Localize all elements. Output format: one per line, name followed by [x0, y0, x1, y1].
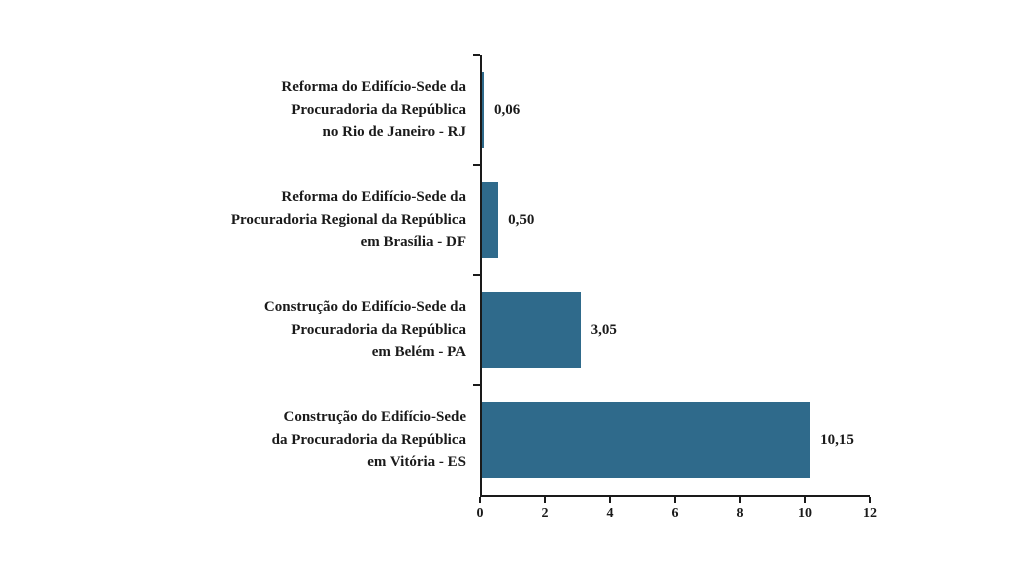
x-tick-label: 8 — [736, 506, 744, 521]
chart-rows: Reforma do Edifício-Sede da Procuradoria … — [210, 54, 870, 495]
bar-track: 3,05 — [473, 274, 870, 385]
bar — [482, 72, 484, 148]
x-axis-tick — [674, 497, 676, 503]
category-label: Construção do Edifício-Sede da Procurador… — [263, 299, 466, 361]
x-tick-label: 6 — [671, 506, 679, 521]
value-label: 0,06 — [493, 101, 521, 118]
y-axis-tick — [473, 384, 480, 386]
chart-row: Construção do Edifício-Sede da Procurador… — [210, 274, 870, 385]
x-axis-tick — [738, 497, 741, 503]
bar — [482, 182, 499, 258]
bar-chart: Reforma do Edifício-Sede da Procuradoria … — [210, 54, 877, 525]
x-tick-label: 12 — [863, 506, 877, 521]
bar-track: 0,50 — [473, 164, 870, 275]
x-tick-label: 0 — [476, 506, 484, 521]
x-tick-label: 2 — [541, 506, 549, 521]
bar — [482, 292, 581, 368]
y-axis-tick — [473, 274, 480, 276]
y-axis-tick — [473, 164, 480, 166]
category-label: Reforma do Edifício-Sede da Procuradoria … — [230, 189, 466, 251]
bar-track: 0,06 — [473, 54, 870, 165]
x-axis-tick — [608, 497, 611, 503]
category-label: Construção do Edifício-Sede da Procurador… — [271, 409, 466, 471]
x-axis-tick — [804, 497, 806, 503]
bar-track: 10,15 — [473, 384, 870, 495]
x-axis: 0 2 4 6 8 10 12 — [476, 495, 877, 525]
chart-row: Reforma do Edifício-Sede da Procuradoria … — [210, 164, 870, 275]
value-label: 0,50 — [508, 211, 535, 228]
x-tick-label: 10 — [798, 506, 812, 521]
x-axis-tick — [479, 497, 481, 503]
value-label: 3,05 — [590, 321, 617, 338]
x-axis-tick — [543, 497, 546, 503]
chart-row: Construção do Edifício-Sede da Procurador… — [210, 384, 870, 495]
value-label: 10,15 — [820, 431, 854, 448]
x-tick-label: 4 — [606, 506, 614, 521]
y-axis-tick — [473, 54, 480, 56]
bar — [482, 402, 811, 478]
x-axis-tick — [869, 497, 871, 503]
chart-row: Reforma do Edifício-Sede da Procuradoria … — [210, 54, 870, 165]
category-label: Reforma do Edifício-Sede da Procuradoria … — [281, 79, 466, 141]
